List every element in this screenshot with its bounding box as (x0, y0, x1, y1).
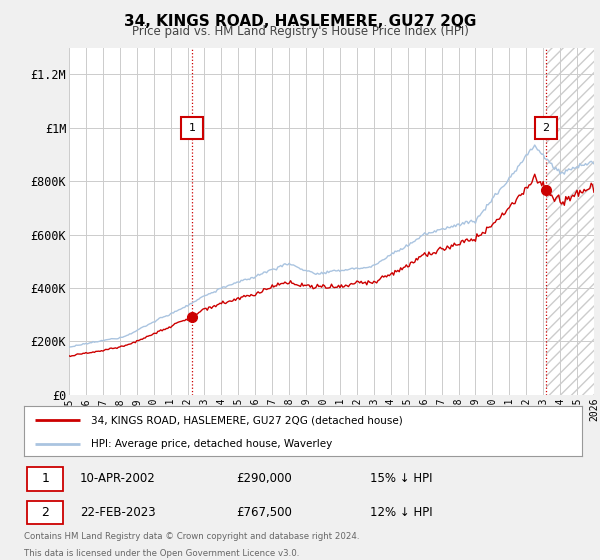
Text: 12% ↓ HPI: 12% ↓ HPI (370, 506, 433, 519)
FancyBboxPatch shape (27, 467, 63, 491)
Text: 2: 2 (41, 506, 49, 519)
Text: 15% ↓ HPI: 15% ↓ HPI (370, 472, 433, 486)
Text: 2: 2 (542, 123, 549, 133)
Text: This data is licensed under the Open Government Licence v3.0.: This data is licensed under the Open Gov… (24, 549, 299, 558)
Text: 10-APR-2002: 10-APR-2002 (80, 472, 155, 486)
Text: £290,000: £290,000 (236, 472, 292, 486)
Text: 1: 1 (41, 472, 49, 486)
FancyBboxPatch shape (27, 501, 63, 524)
Text: £767,500: £767,500 (236, 506, 292, 519)
Bar (545, 48, 594, 395)
Text: 34, KINGS ROAD, HASLEMERE, GU27 2QG (detached house): 34, KINGS ROAD, HASLEMERE, GU27 2QG (det… (91, 415, 403, 425)
Text: 34, KINGS ROAD, HASLEMERE, GU27 2QG: 34, KINGS ROAD, HASLEMERE, GU27 2QG (124, 14, 476, 29)
Text: 1: 1 (188, 123, 196, 133)
Text: Price paid vs. HM Land Registry's House Price Index (HPI): Price paid vs. HM Land Registry's House … (131, 25, 469, 38)
Text: 22-FEB-2023: 22-FEB-2023 (80, 506, 155, 519)
Text: Contains HM Land Registry data © Crown copyright and database right 2024.: Contains HM Land Registry data © Crown c… (24, 532, 359, 541)
Text: HPI: Average price, detached house, Waverley: HPI: Average price, detached house, Wave… (91, 439, 332, 449)
